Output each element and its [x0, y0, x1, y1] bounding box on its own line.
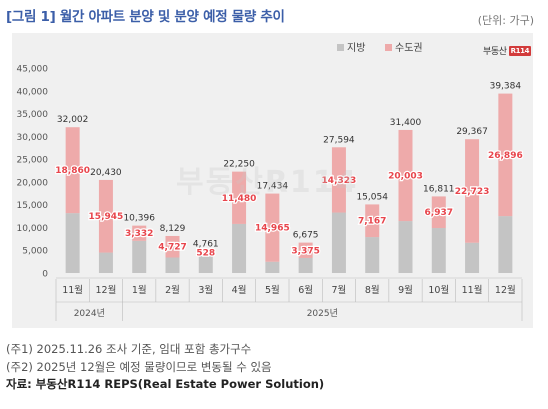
bar-capital — [298, 242, 313, 258]
capital-value-label: 4,727 — [158, 243, 186, 253]
chart-area: 0 5,000 10,000 15,000 20,000 25,000 30,000 35,0… — [17, 42, 524, 321]
y-tick-label: 25,000 — [17, 156, 49, 166]
y-tick-label: 15,000 — [17, 201, 49, 211]
footnotes: (주1) 2025.11.26 조사 기준, 임대 포함 총가구수 (주2) 2… — [6, 341, 324, 394]
total-label: 39,384 — [490, 82, 522, 92]
bar-capital — [165, 235, 180, 258]
year-label: 2025년 — [307, 308, 338, 319]
x-tick-label: 1월 — [132, 284, 147, 296]
capital-value-label: 15,945 — [89, 212, 124, 222]
x-tick-label: 5월 — [265, 284, 280, 296]
x-tick-label: 7월 — [332, 284, 347, 296]
x-tick-label: 12월 — [96, 284, 117, 296]
total-label: 32,002 — [57, 115, 89, 125]
bar-capital — [431, 196, 446, 229]
bar-local — [398, 221, 413, 273]
brand-name: 부동산 — [483, 47, 507, 57]
bar-local — [198, 253, 213, 273]
capital-value-label: 18,860 — [55, 166, 90, 176]
y-tick-label: 0 — [42, 270, 48, 280]
bar-capital — [398, 129, 413, 222]
total-label: 4,761 — [193, 239, 219, 249]
capital-value-label: 22,723 — [455, 187, 490, 197]
y-tick-label: 40,000 — [17, 87, 49, 97]
capital-value-label: 26,896 — [488, 151, 523, 161]
bar-local — [465, 242, 480, 273]
bar-local — [65, 213, 80, 273]
bar-local — [431, 228, 446, 273]
total-label: 15,054 — [356, 192, 388, 202]
bar-capital — [65, 127, 80, 214]
y-tick-label: 20,000 — [17, 178, 49, 188]
total-label: 31,400 — [390, 118, 422, 128]
total-label: 10,396 — [123, 214, 155, 224]
x-tick-label: 11월 — [62, 284, 83, 296]
legend-label-1: 지방 — [347, 42, 365, 54]
x-tick-label: 3월 — [198, 284, 213, 296]
y-tick-label: 45,000 — [17, 65, 49, 75]
total-label: 22,250 — [223, 160, 255, 170]
unit-label: (단위: 가구) — [477, 14, 534, 27]
bar-local — [365, 237, 380, 273]
bar-capital — [198, 251, 213, 254]
y-tick-label: 30,000 — [17, 133, 49, 143]
watermark: 부동산R114 — [176, 165, 359, 200]
note-1: (주1) 2025.11.26 조사 기준, 임대 포함 총가구수 — [6, 342, 252, 356]
bar-capital — [98, 179, 113, 253]
capital-value-label: 528 — [196, 249, 215, 259]
bar-capital — [232, 171, 247, 224]
legend-swatch-2 — [385, 44, 392, 51]
x-tick-label: 12월 — [495, 284, 516, 296]
capital-value-label: 14,323 — [322, 176, 357, 186]
bar-capital — [331, 147, 346, 213]
bar-capital — [365, 204, 380, 238]
bar-local — [331, 212, 346, 273]
x-tick-label: 2월 — [165, 284, 180, 296]
bar-local — [232, 223, 247, 273]
chart-title: [그림 1] 월간 아파트 분양 및 분양 예정 물량 추이 — [6, 9, 285, 25]
total-label: 6,675 — [293, 231, 319, 241]
chart-panel: 0 5,000 10,000 15,000 20,000 25,000 30,000 35,0… — [12, 33, 533, 328]
legend-swatch-1 — [337, 44, 344, 51]
capital-value-label: 20,003 — [388, 172, 423, 182]
x-tick-label: 4월 — [232, 284, 247, 296]
note-2: (주2) 2025년 12월은 예정 물량이므로 변동될 수 있음 — [6, 359, 272, 374]
bar-local — [132, 240, 147, 273]
x-tick-label: 9월 — [398, 284, 413, 296]
total-label: 8,129 — [160, 224, 186, 234]
x-tick-label: 10월 — [428, 284, 449, 296]
brand-logo: 부동산 R114 — [483, 44, 532, 57]
year-label: 2024년 — [74, 308, 105, 319]
bar-capital — [265, 193, 280, 262]
bar-local — [265, 261, 280, 273]
total-label: 29,367 — [456, 127, 488, 137]
capital-value-label: 3,375 — [291, 246, 319, 256]
x-tick-label: 6월 — [298, 284, 313, 296]
total-label: 20,430 — [90, 168, 122, 178]
capital-value-label: 6,937 — [425, 208, 453, 218]
source-note: 자료: 부동산R114 REPS(Real Estate Power Solut… — [6, 377, 325, 391]
bar-capital — [132, 225, 147, 241]
capital-value-label: 3,332 — [125, 229, 153, 239]
capital-value-label: 11,480 — [222, 194, 257, 204]
legend-label-2: 수도권 — [395, 42, 423, 54]
bar-capital — [498, 93, 513, 217]
bar-capital — [465, 139, 480, 243]
y-tick-label: 35,000 — [17, 110, 49, 120]
bar-local — [298, 257, 313, 273]
total-label: 16,811 — [423, 184, 455, 194]
y-tick-label: 10,000 — [17, 224, 49, 234]
capital-value-label: 7,167 — [358, 217, 386, 227]
bar-local — [98, 252, 113, 273]
x-tick-label: 8월 — [365, 284, 380, 296]
total-label: 17,434 — [257, 182, 289, 192]
capital-value-label: 14,965 — [255, 224, 290, 234]
bar-local — [498, 216, 513, 273]
x-tick-label: 11월 — [462, 284, 483, 296]
y-tick-label: 5,000 — [22, 247, 48, 257]
brand-badge: R114 — [508, 45, 532, 56]
total-label: 27,594 — [323, 135, 355, 145]
bar-local — [165, 257, 180, 273]
